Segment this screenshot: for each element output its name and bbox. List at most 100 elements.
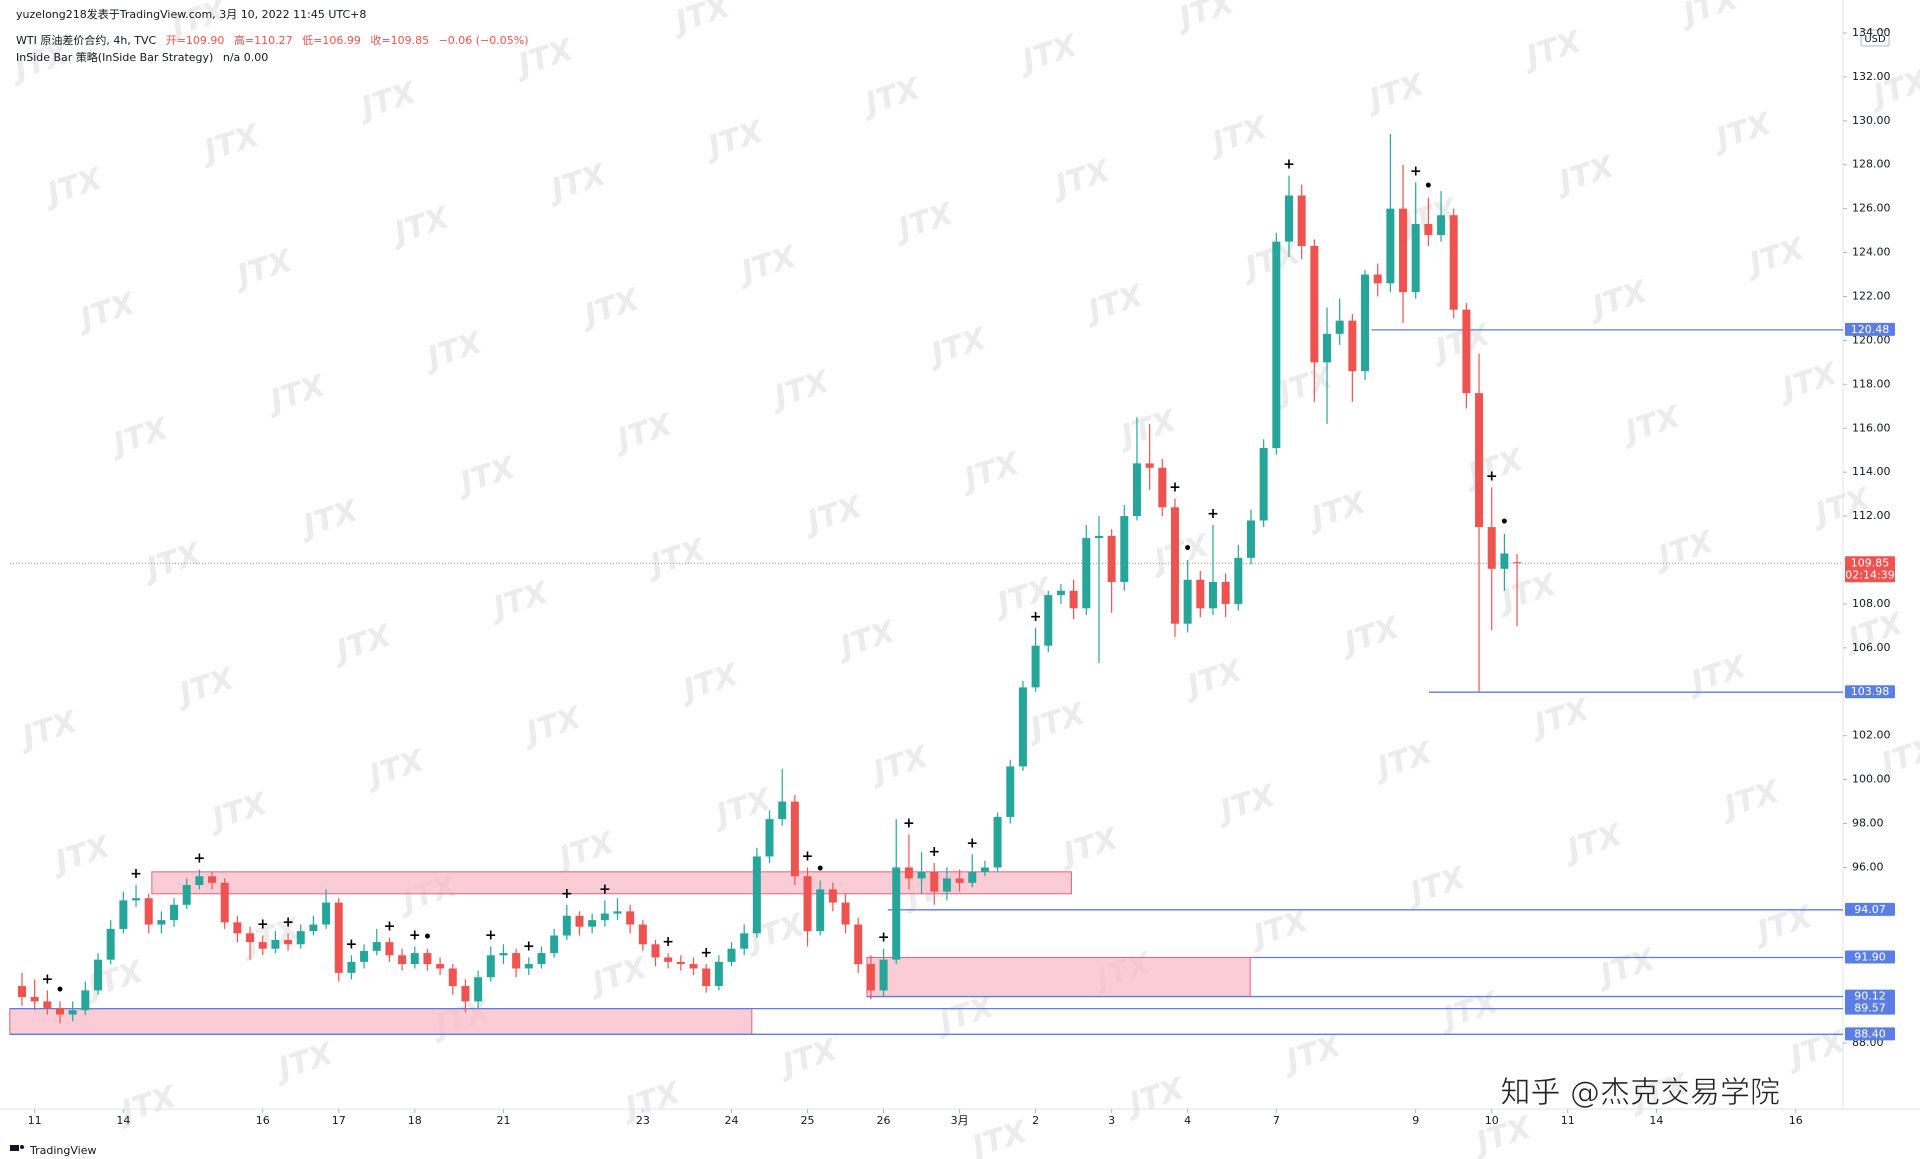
y-tick-label: 130.00 (1852, 114, 1891, 127)
signal: + (1207, 506, 1219, 522)
candle-body (765, 819, 774, 857)
candle-body (284, 939, 293, 945)
candle-body (372, 942, 381, 951)
candle-body (461, 986, 470, 1002)
candle-body (448, 968, 457, 987)
watermark: JTX (799, 489, 868, 541)
indicator-values: n/a 0.00 (222, 51, 269, 64)
candle-body (1373, 274, 1382, 284)
watermark: JTX (857, 71, 926, 123)
x-tick-label: 24 (725, 1114, 739, 1127)
candle-body (1145, 463, 1154, 468)
candle-body (1310, 245, 1319, 363)
watermark: JTX (1179, 653, 1248, 705)
watermark: JTX (741, 907, 810, 959)
level-label-box (1845, 1001, 1895, 1015)
candle-body (106, 928, 115, 960)
watermark: JTX (1047, 153, 1116, 205)
x-tick-label: 16 (256, 1114, 270, 1127)
candle-body (841, 902, 850, 925)
candle-body (892, 867, 901, 960)
candle-body (360, 950, 369, 962)
candle-body (423, 953, 432, 965)
candle-body (626, 911, 635, 925)
candle-body (1120, 516, 1129, 582)
watermark: JTX (229, 243, 298, 295)
candle-body (651, 944, 660, 958)
x-tick-label: 7 (1273, 1114, 1280, 1127)
watermark: JTX (543, 157, 612, 209)
candle-body (816, 889, 825, 932)
candle-body (1399, 208, 1408, 293)
watermark: JTX (923, 321, 992, 373)
low: 低=106.99 (302, 34, 361, 47)
signal: + (662, 934, 674, 950)
y-tick-label: 134.00 (1852, 26, 1891, 39)
watermark: JTX (1551, 149, 1620, 201)
candle-body (1082, 538, 1091, 609)
y-tick-label: 126.00 (1852, 202, 1891, 215)
candle-body (1361, 274, 1370, 372)
x-tick-label: 14 (1649, 1114, 1663, 1127)
candle-body (1094, 535, 1103, 539)
candle-body (1500, 553, 1509, 569)
last-price-box (1845, 556, 1895, 583)
symbol: WTI 原油差价合约, 4h, TVC (16, 34, 157, 47)
candle-body (233, 922, 242, 934)
candle-body (170, 904, 179, 921)
signal: + (282, 914, 294, 930)
watermark: JTX (1022, 696, 1091, 748)
signal: + (257, 917, 269, 933)
candle-body (588, 920, 597, 927)
watermark: JTX (1171, 0, 1240, 37)
watermark: JTX (1617, 399, 1686, 451)
x-tick-label: 16 (1789, 1114, 1803, 1127)
signal: + (903, 816, 915, 832)
level-label: 89.57 (1854, 1002, 1886, 1015)
y-tick-label: 122.00 (1852, 289, 1891, 302)
candle-body (1285, 195, 1293, 242)
candle-body (702, 968, 711, 987)
level-label-box (1845, 322, 1895, 336)
watermark: JTX (1559, 817, 1628, 869)
candle-body (258, 942, 267, 949)
candle-body (714, 961, 723, 987)
y-tick-label: 116.00 (1852, 421, 1891, 434)
watermark: JTX (419, 325, 488, 377)
watermark: JTX (485, 575, 554, 627)
watermark: JTX (361, 743, 430, 795)
x-tick-label: 9 (1412, 1114, 1419, 1127)
watermark: JTX (1435, 985, 1504, 1037)
candle-body (1297, 195, 1306, 246)
candle-body (246, 933, 255, 943)
candle-body (208, 876, 217, 883)
watermark: JTX (1741, 231, 1810, 283)
level-label-box (1845, 685, 1895, 699)
author: yuzelong218发表于TradingView.com, 3月 10, 20… (16, 8, 367, 21)
signal: • (423, 930, 432, 946)
watermark: JTX (47, 829, 116, 881)
candle-body (1132, 463, 1141, 517)
watermark: JTX (576, 282, 645, 334)
level-label: 91.90 (1854, 950, 1886, 963)
candle-body (182, 885, 191, 905)
candle-body (1487, 527, 1496, 569)
watermark: JTX (105, 411, 174, 463)
candle-body (347, 961, 356, 973)
high: 高=110.27 (233, 34, 293, 47)
candle-body (1348, 320, 1357, 372)
watermark: JTX (138, 536, 207, 588)
watermark: JTX (865, 739, 934, 791)
candle-body (144, 898, 153, 925)
candle-body (1424, 224, 1433, 236)
candle-body (132, 898, 141, 901)
candle-body (942, 878, 951, 892)
watermark: JTX (328, 618, 397, 670)
watermark: JTX (262, 368, 331, 420)
signal: + (928, 844, 940, 860)
y-tick-label: 112.00 (1852, 509, 1891, 522)
signal: + (1283, 157, 1295, 173)
candle-body (157, 920, 166, 925)
signal: • (816, 862, 825, 878)
